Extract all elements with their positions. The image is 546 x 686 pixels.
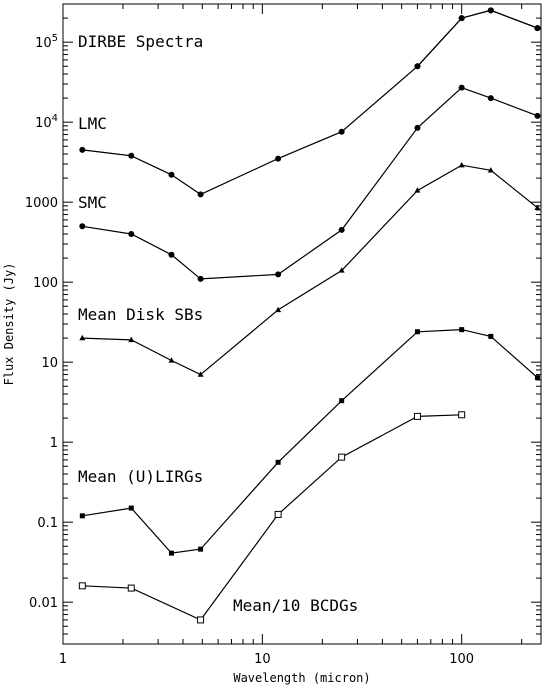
data-point xyxy=(128,336,135,343)
y-tick-label: 0.01 xyxy=(29,596,58,611)
data-point xyxy=(127,584,135,592)
data-point xyxy=(275,459,281,465)
data-point xyxy=(168,357,175,363)
data-point xyxy=(197,191,204,198)
data-point xyxy=(168,171,175,178)
data-point xyxy=(414,124,421,131)
data-point xyxy=(197,275,204,282)
y-tick-label: 10 xyxy=(41,356,58,371)
data-point xyxy=(487,167,494,173)
data-point xyxy=(534,25,541,32)
data-point xyxy=(414,63,421,70)
data-point xyxy=(168,550,174,556)
data-point xyxy=(534,204,541,211)
series-line xyxy=(82,164,538,376)
series-lmc xyxy=(79,7,541,198)
y-tick-label: 104 xyxy=(35,113,58,131)
data-point xyxy=(339,398,345,404)
data-point xyxy=(79,334,86,341)
data-point xyxy=(128,152,135,159)
data-point xyxy=(458,411,466,419)
data-point xyxy=(275,306,282,313)
data-point xyxy=(534,375,540,381)
y-tick-label: 0.1 xyxy=(37,516,58,531)
y-tick-label: 100 xyxy=(33,276,58,291)
data-point xyxy=(414,187,421,193)
series-label: Mean Disk SBs xyxy=(78,305,203,324)
plot-frame xyxy=(62,3,542,645)
series-line xyxy=(82,87,538,280)
data-point xyxy=(338,128,345,135)
series-label: Mean/10 BCDGs xyxy=(233,596,358,615)
axis-ticks xyxy=(62,3,541,645)
x-axis-title: Wavelength (micron) xyxy=(233,671,370,685)
series-line xyxy=(82,9,538,196)
data-point xyxy=(128,231,135,238)
data-point xyxy=(487,95,494,102)
series-mean-u-lirgs xyxy=(79,327,540,556)
y-tick-label: 105 xyxy=(35,33,58,51)
series-line xyxy=(417,9,538,67)
data-point xyxy=(459,327,465,333)
data-point xyxy=(458,15,465,22)
y-tick-label: 1 xyxy=(50,436,58,451)
series-mean-disk-sbs xyxy=(79,161,541,377)
x-tick-label: 100 xyxy=(449,652,474,667)
series-smc xyxy=(79,84,541,282)
axis-tick-labels: 1 10 100 0.01 0.1 1 10 100 1000 104 105 xyxy=(25,33,474,667)
data-point xyxy=(458,84,465,91)
series-labels: DIRBE Spectra LMC SMC Mean Disk SBs Mean (U)… xyxy=(78,32,358,615)
data-point xyxy=(79,513,85,519)
data-point xyxy=(274,510,282,518)
data-point xyxy=(198,546,204,552)
data-point xyxy=(128,505,134,511)
series-line xyxy=(82,328,538,554)
data-point xyxy=(78,582,86,590)
data-point xyxy=(79,223,86,230)
data-point xyxy=(197,371,204,377)
x-tick-label: 1 xyxy=(59,652,67,667)
series-label: DIRBE Spectra xyxy=(78,32,203,51)
data-point xyxy=(338,453,346,461)
data-point xyxy=(168,251,175,258)
y-axis-title: Flux Density (Jy) xyxy=(2,263,16,386)
data-point xyxy=(488,333,494,339)
data-point xyxy=(413,412,421,420)
series-label: Mean (U)LIRGs xyxy=(78,467,203,486)
data-point xyxy=(487,7,494,14)
data-point xyxy=(275,155,282,162)
data-point xyxy=(79,146,86,153)
x-tick-label: 10 xyxy=(254,652,271,667)
data-point xyxy=(275,271,282,278)
data-point xyxy=(338,226,345,233)
series-dirbe-spectra xyxy=(414,7,541,70)
data-point xyxy=(414,329,420,335)
data-point xyxy=(458,161,465,168)
y-tick-label: 1000 xyxy=(25,196,58,211)
data-point xyxy=(338,267,345,273)
series-layer xyxy=(78,7,541,624)
series-label: LMC xyxy=(78,114,107,133)
data-point xyxy=(197,616,205,624)
data-point xyxy=(534,112,541,119)
series-mean-10-bcdgs xyxy=(78,411,466,624)
series-label: SMC xyxy=(78,193,107,212)
